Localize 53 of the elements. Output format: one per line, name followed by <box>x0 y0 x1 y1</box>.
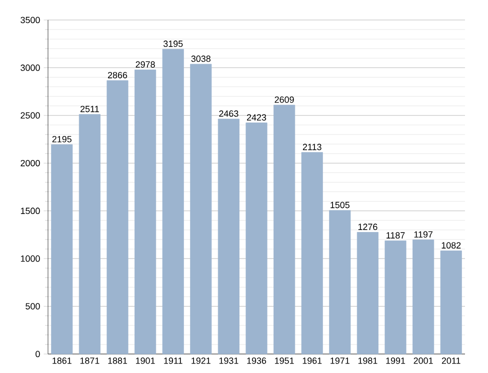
y-tick-label: 1000 <box>20 255 40 262</box>
bar <box>106 80 128 354</box>
data-label: 3038 <box>191 56 210 62</box>
bar <box>134 70 156 354</box>
bar <box>301 152 323 354</box>
x-tick-label: 1861 <box>52 358 72 364</box>
data-label: 2866 <box>108 72 128 78</box>
data-label: 1197 <box>414 231 432 238</box>
x-tick-label: 1981 <box>358 358 378 364</box>
y-tick-label: 0 <box>36 350 40 358</box>
x-tick-label: 1901 <box>136 358 155 364</box>
x-tick-label: 1871 <box>80 358 100 364</box>
x-tick-label: 1911 <box>164 358 182 364</box>
bar <box>440 250 462 354</box>
bar <box>162 48 184 354</box>
bar <box>51 144 73 354</box>
data-label: 2463 <box>219 110 238 117</box>
data-label: 1187 <box>386 232 405 239</box>
x-tick-label: 1881 <box>108 358 128 364</box>
y-tick-label: 2000 <box>20 160 40 166</box>
y-tick-label: 3500 <box>20 16 40 24</box>
bar <box>412 240 434 354</box>
data-label: 3195 <box>163 40 183 47</box>
y-tick-label: 1500 <box>20 208 40 214</box>
y-tick-label: 3000 <box>20 64 40 71</box>
x-tick-label: 1991 <box>386 358 406 364</box>
bar <box>218 118 240 354</box>
data-label: 2978 <box>136 61 155 68</box>
bar <box>78 114 100 354</box>
data-label: 2113 <box>302 144 322 150</box>
x-tick-label: 2011 <box>442 358 460 364</box>
x-tick-label: 1971 <box>330 358 350 364</box>
bar <box>274 104 296 354</box>
bar <box>384 240 406 354</box>
x-tick-label: 1951 <box>275 358 294 364</box>
bar <box>190 64 212 354</box>
data-label: 2423 <box>246 114 266 121</box>
x-tick-label: 1961 <box>302 358 322 364</box>
x-tick-label: 1936 <box>247 358 266 364</box>
bar <box>356 232 378 354</box>
data-label: 1082 <box>442 242 461 249</box>
data-label: 1276 <box>358 224 378 230</box>
y-tick-label: 500 <box>26 303 40 310</box>
data-label: 2511 <box>80 106 99 112</box>
data-label: 2609 <box>274 96 294 103</box>
x-tick-label: 1931 <box>219 358 238 364</box>
y-tick-label: 2500 <box>20 112 40 119</box>
x-tick-label: 2001 <box>414 358 433 364</box>
bar <box>246 122 268 354</box>
data-label: 2195 <box>52 136 72 142</box>
data-label: 1505 <box>330 202 350 208</box>
bar <box>329 210 351 354</box>
x-tick-label: 1921 <box>192 358 210 364</box>
